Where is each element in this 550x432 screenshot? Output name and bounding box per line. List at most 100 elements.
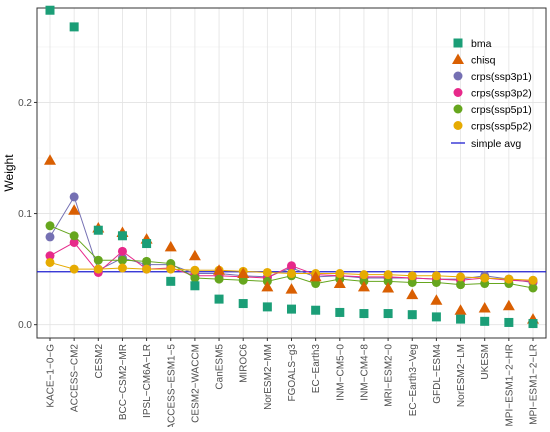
x-tick-label-bcc-csm2-mr: BCC−CSM2−MR [118,344,129,420]
point-chisq-gfdl-esm4 [430,294,443,305]
y-tick-label: 0.1 [18,209,32,220]
point-bma-inm-cm4-8 [359,309,369,319]
point-crps-ssp5p2-fgoals-g3 [287,269,296,279]
x-tick-label-miroc6: MIROC6 [239,344,250,383]
point-crps-ssp5p2-ec-earth3-veg [407,271,417,281]
x-tick-label-mri-esm2-0: MRI−ESM2−0 [384,344,395,407]
point-crps-ssp5p1-access-cm2 [69,231,79,241]
point-chisq-access-cm2 [68,204,81,215]
series-crps-ssp5p2 [45,257,538,285]
point-crps-ssp3p1-kace-1-0-g [45,232,55,242]
legend-key-crps-ssp5p1 [453,104,463,114]
point-crps-ssp5p2-inm-cm5-0 [335,269,345,279]
legend-label-crps-ssp5p2: crps(ssp5p2) [471,120,532,132]
x-tick-label-access-esm1-5: ACCESS−ESM1−5 [166,344,177,427]
point-bma-cesm2 [93,225,103,235]
series-chisq [44,154,539,324]
point-crps-ssp3p2-fgoals-g3 [287,261,296,271]
x-tick-label-ec-earth3: EC−Earth3 [311,344,322,394]
x-tick-label-cesm2-waccm: CESM2−WACCM [190,344,201,423]
legend-key-chisq [452,53,464,64]
x-tick-label-gfdl-esm4: GFDL−ESM4 [432,344,443,404]
point-bma-mpi-esm1-2-hr [504,317,514,327]
point-chisq-miroc6 [237,267,250,279]
point-bma-ukesm [480,316,490,326]
point-crps-ssp5p1-noresm2-lm [456,280,466,290]
point-crps-ssp5p2-cesm2-waccm [190,265,200,275]
point-crps-ssp5p2-cesm2 [93,264,103,274]
legend-key-crps-ssp5p2 [453,121,463,130]
legend: bma chisq crps(ssp3p1) crps(ssp3p2) crps(ssp… [451,38,532,150]
series-bma [45,5,538,329]
point-crps-ssp5p2-access-esm1-5 [166,264,176,274]
point-chisq-noresm2-lm [454,304,467,315]
point-crps-ssp5p1-gfdl-esm4 [431,277,441,287]
point-crps-ssp5p2-bcc-csm2-mr [117,263,127,273]
x-tick-label-mpi-esm1-2-lr: MPI−ESM1−2−LR [529,344,540,425]
point-chisq-mri-esm2-0 [382,282,395,293]
point-bma-kace-1-0-g [45,5,55,15]
point-chisq-inm-cm5-0 [333,277,346,289]
point-chisq-mpi-esm1-2-hr [502,299,515,311]
legend-key-crps-ssp3p2 [453,88,463,97]
point-bma-ipsl-cm6a-lr [142,239,152,249]
point-chisq-kace-1-0-g [44,154,56,165]
point-crps-ssp5p2-access-cm2 [69,264,79,274]
point-crps-ssp5p1-kace-1-0-g [45,221,55,231]
point-crps-ssp5p1-cesm2-waccm [190,273,200,283]
point-bma-miroc6 [238,299,248,309]
point-chisq-ukesm [478,302,491,313]
point-crps-ssp5p1-ec-earth3-veg [407,277,417,287]
point-bma-inm-cm5-0 [335,307,345,317]
point-crps-ssp5p2-mpi-esm1-2-hr [504,274,514,284]
point-chisq-canesm5 [213,264,226,275]
point-crps-ssp5p2-noresm2-mm [262,267,272,277]
x-tick-label-ec-earth3-veg: EC−Earth3−Veg [408,344,419,416]
legend-label-crps-ssp5p1: crps(ssp5p1) [471,104,532,116]
point-chisq-cesm2-waccm [188,249,201,261]
point-crps-ssp5p1-mri-esm2-0 [383,276,393,286]
point-bma-gfdl-esm4 [431,312,441,322]
point-chisq-noresm2-mm [261,280,274,292]
point-crps-ssp5p1-mpi-esm1-2-lr [528,283,538,293]
point-chisq-access-esm1-5 [164,240,177,252]
point-chisq-ec-earth3 [309,270,322,282]
x-tick-label-inm-cm5-0: INM−CM5−0 [335,344,346,401]
y-tick-label: 0.2 [18,98,32,109]
point-chisq-fgoals-g3 [285,283,298,294]
point-crps-ssp3p1-access-cm2 [69,192,79,202]
point-bma-noresm2-mm [262,302,272,312]
point-crps-ssp5p2-mpi-esm1-2-lr [528,275,538,285]
point-crps-ssp5p1-ipsl-cm6a-lr [142,256,152,266]
x-tick-label-cesm2: CESM2 [94,344,105,379]
y-axis-title: Weight [2,154,16,192]
point-bma-mpi-esm1-2-lr [528,319,538,329]
point-chisq-inm-cm4-8 [357,280,370,292]
legend-label-chisq: chisq [471,54,496,66]
point-bma-canesm5 [214,294,224,304]
point-bma-access-esm1-5 [166,276,176,286]
point-crps-ssp3p2-bcc-csm2-mr [117,246,127,256]
x-tick-label-canesm5: CanESM5 [215,344,226,390]
x-tick-label-mpi-esm1-2-hr: MPI−ESM1−2−HR [504,344,515,427]
point-crps-ssp5p2-gfdl-esm4 [431,271,441,281]
point-bma-cesm2-waccm [190,281,200,291]
point-bma-mri-esm2-0 [383,309,393,319]
point-crps-ssp5p2-inm-cm4-8 [359,270,369,280]
legend-key-crps-ssp3p1 [453,71,463,81]
point-bma-noresm2-lm [456,314,466,324]
legend-key-bma [453,38,463,48]
point-crps-ssp5p2-kace-1-0-g [45,257,55,267]
point-crps-ssp5p2-noresm2-lm [456,272,466,282]
point-bma-fgoals-g3 [287,304,296,314]
series-layer [37,5,546,329]
legend-label-crps-ssp3p2: crps(ssp3p2) [471,87,532,99]
point-chisq-ec-earth3-veg [406,288,419,300]
point-crps-ssp3p2-kace-1-0-g [45,251,55,261]
point-bma-ec-earth3 [311,305,321,315]
point-crps-ssp5p2-ipsl-cm6a-lr [142,264,152,274]
point-crps-ssp5p2-ukesm [480,273,490,283]
point-bma-bcc-csm2-mr [117,231,127,241]
